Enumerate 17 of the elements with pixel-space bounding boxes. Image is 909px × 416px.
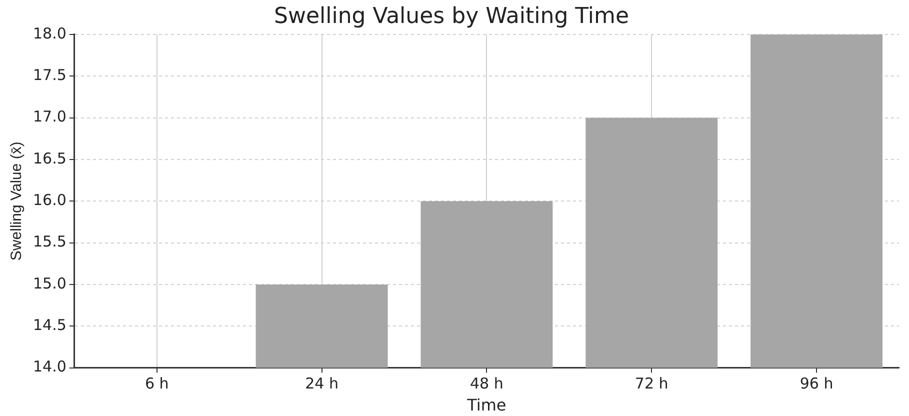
y-tick-label: 17.0	[32, 108, 66, 126]
x-tick-label: 96 h	[800, 374, 834, 393]
y-tick-label: 14.5	[32, 316, 66, 334]
y-tick-label: 15.0	[32, 274, 66, 292]
y-tick-label: 16.5	[32, 149, 66, 168]
y-tick-label: 14.0	[32, 358, 66, 376]
x-axis-title: Time	[466, 396, 506, 415]
x-tick-label: 72 h	[634, 374, 668, 393]
y-tick-label: 16.0	[32, 190, 66, 209]
x-tick-label: 48 h	[470, 374, 504, 393]
x-tick-label: 6 h	[144, 374, 169, 393]
y-tick-label: 17.5	[32, 66, 66, 84]
chart-title: Swelling Values by Waiting Time	[274, 4, 629, 29]
y-axis-title: Swelling Value (x̄)	[8, 142, 26, 261]
y-tick-label: 18.0	[32, 24, 66, 42]
x-tick-label: 24 h	[305, 374, 338, 393]
y-tick-label: 15.5	[32, 232, 66, 251]
